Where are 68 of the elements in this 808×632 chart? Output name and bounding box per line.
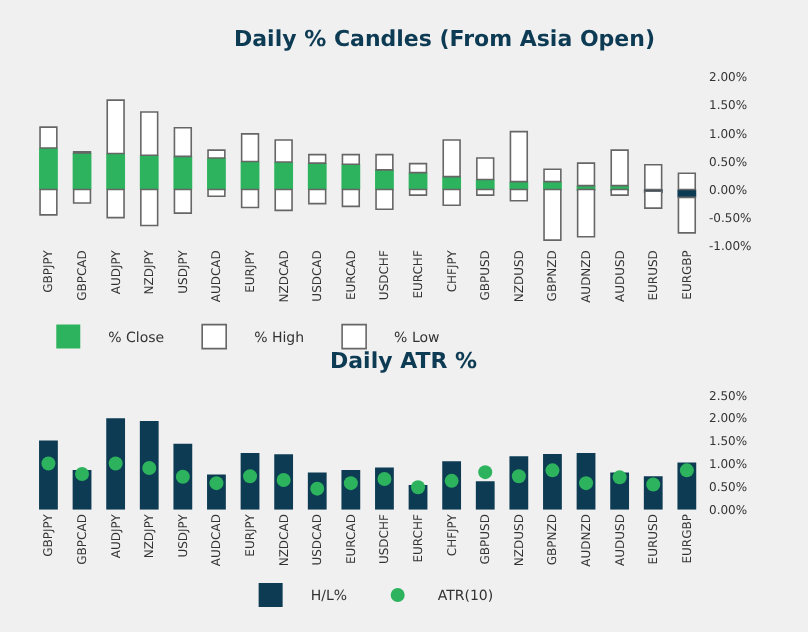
bar [375, 153, 394, 171]
bar [308, 188, 327, 205]
bar [543, 168, 562, 183]
bar [72, 188, 92, 204]
point [377, 472, 392, 487]
bar [207, 149, 226, 159]
bar [677, 189, 697, 198]
bar [475, 179, 495, 190]
chart-title: Daily % Candles (From Asia Open) [234, 26, 655, 52]
point [545, 463, 560, 478]
bar [39, 188, 58, 216]
bar [274, 161, 294, 190]
bar [140, 111, 159, 157]
bar [543, 188, 562, 241]
bar [375, 188, 394, 211]
bar [39, 147, 58, 190]
bar [408, 172, 428, 190]
bar [509, 188, 529, 202]
bar [341, 188, 361, 208]
bar [240, 188, 260, 209]
point [612, 470, 627, 485]
bar [307, 163, 327, 190]
bar [476, 157, 495, 181]
bar [442, 176, 462, 190]
bar [341, 164, 361, 190]
bar [677, 172, 697, 191]
point [41, 456, 56, 471]
bar [173, 126, 193, 158]
bar [240, 133, 260, 163]
bar [274, 139, 293, 163]
bar [442, 139, 461, 178]
bar [139, 155, 159, 190]
bar [106, 418, 126, 510]
bar [173, 188, 193, 214]
point [411, 480, 426, 495]
bar [240, 161, 260, 190]
bar [207, 158, 226, 190]
bar [543, 181, 562, 190]
bar [375, 169, 394, 190]
bar [476, 188, 495, 196]
bar [173, 156, 193, 190]
bar [509, 130, 529, 183]
bar [139, 420, 159, 510]
point [478, 465, 493, 480]
bar [72, 152, 92, 190]
bar [106, 99, 125, 155]
bar [39, 126, 58, 149]
bar [106, 153, 126, 190]
bar [106, 188, 125, 219]
point [75, 467, 90, 481]
bar [140, 188, 159, 227]
bar [677, 196, 697, 234]
point [142, 461, 157, 476]
bar [341, 153, 361, 166]
bar [308, 153, 327, 164]
bar [274, 188, 293, 212]
bar [207, 188, 226, 198]
point [175, 469, 190, 484]
point [679, 463, 694, 478]
point [209, 476, 224, 491]
chart-title: Daily ATR % [330, 348, 478, 374]
bar [408, 162, 428, 174]
bar [475, 481, 495, 510]
bar [509, 181, 529, 190]
point [108, 456, 123, 471]
point [646, 477, 661, 492]
bar [442, 188, 461, 207]
bar [408, 188, 428, 196]
